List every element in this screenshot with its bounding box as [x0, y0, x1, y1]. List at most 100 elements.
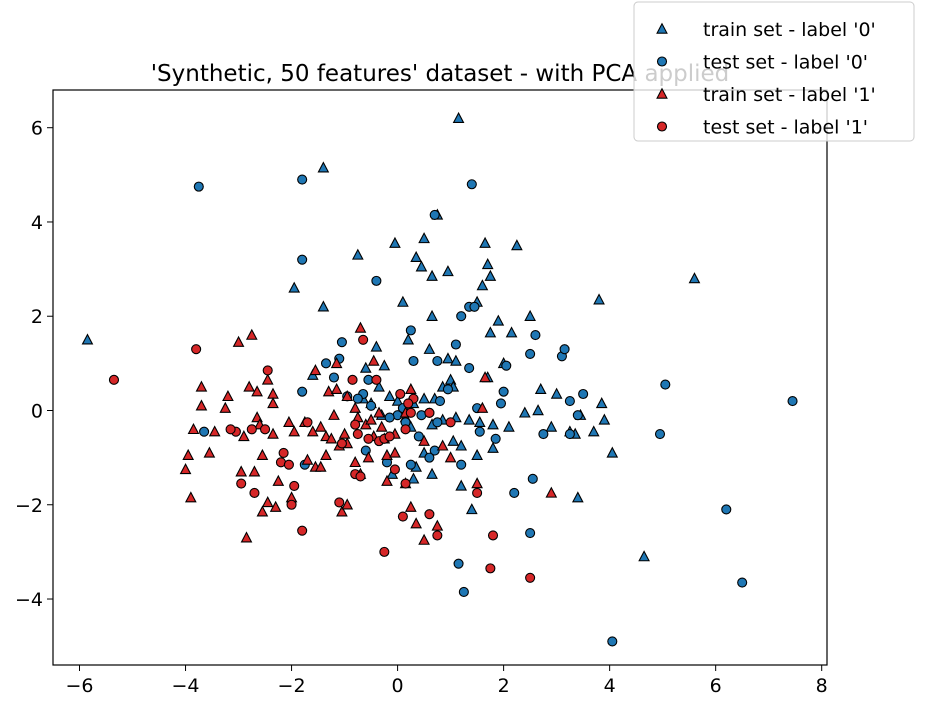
test-point [456, 459, 467, 470]
test-point [538, 429, 549, 440]
test-point [450, 339, 461, 350]
train-point [481, 258, 494, 270]
train-point [341, 389, 354, 402]
test-point [371, 275, 382, 286]
train-point [81, 333, 94, 345]
train-point [402, 333, 415, 345]
train-point [288, 425, 301, 437]
test-point [328, 372, 340, 383]
train-point [378, 359, 391, 371]
train-point [479, 371, 491, 383]
train-point [381, 474, 393, 486]
train-point [389, 446, 401, 458]
test-point [384, 412, 395, 423]
test-point [509, 487, 520, 499]
train-point [426, 309, 438, 321]
test-point [297, 254, 308, 265]
y-tick-label: 6 [31, 118, 43, 140]
test-point [297, 386, 308, 397]
train-point [503, 420, 515, 432]
train-point [688, 272, 701, 284]
test-point [289, 480, 300, 491]
train-point [389, 236, 401, 248]
data-points [81, 111, 798, 647]
train-point [471, 477, 483, 489]
train-point [261, 496, 274, 508]
legend-label: train set - label '0' [703, 19, 876, 41]
test-point [371, 374, 382, 385]
train-point [184, 491, 197, 503]
train-point [370, 340, 383, 352]
test-point [408, 355, 419, 367]
train-point [571, 491, 584, 503]
train-point [476, 279, 489, 291]
test-point [442, 384, 454, 395]
train-point [341, 498, 354, 510]
plot-area [52, 89, 828, 666]
test-point [352, 429, 363, 440]
test-point [501, 360, 512, 371]
test-point [384, 431, 395, 442]
train-point [179, 463, 192, 475]
test-point [525, 572, 536, 583]
train-point [338, 427, 351, 439]
train-point [404, 382, 417, 394]
train-point [415, 260, 428, 272]
test-point [283, 459, 294, 470]
legend: train set - label '0' test set - label '0… [633, 1, 915, 142]
test-point [429, 445, 440, 456]
train-point [532, 404, 544, 416]
train-point [301, 453, 314, 465]
train-point [487, 441, 499, 453]
train-point [375, 420, 388, 432]
train-point [362, 451, 375, 463]
train-point [534, 382, 547, 394]
train-point [349, 455, 362, 468]
train-point [248, 465, 261, 477]
train-point [593, 293, 605, 305]
test-point [405, 459, 416, 470]
test-point [397, 511, 408, 522]
test-point [286, 499, 297, 510]
y-tick-label: −2 [15, 495, 43, 517]
test-point [249, 487, 260, 499]
test-point [432, 417, 443, 428]
x-tick-label: 2 [498, 675, 510, 697]
test-point [487, 530, 499, 541]
x-tick-label: −2 [278, 675, 306, 697]
train-point [524, 309, 536, 321]
test-point [395, 388, 406, 400]
test-point [320, 358, 332, 369]
test-point [366, 400, 377, 411]
train-point [237, 430, 250, 442]
test-point [246, 424, 257, 435]
test-point [358, 334, 369, 345]
test-point [472, 487, 483, 499]
test-point [572, 410, 583, 421]
train-point [195, 399, 208, 411]
train-point [349, 401, 362, 413]
train-point [208, 425, 221, 437]
train-point [476, 401, 489, 413]
test-point [564, 396, 575, 407]
train-point [330, 382, 343, 394]
train-point [219, 401, 232, 413]
train-point [426, 269, 438, 281]
test-point [225, 424, 236, 435]
test-point [297, 525, 308, 536]
test-point [527, 473, 538, 484]
test-point [405, 325, 416, 336]
y-tick-label: −4 [15, 589, 43, 611]
train-point [232, 335, 245, 347]
x-tick-label: −6 [65, 675, 93, 697]
train-point [365, 413, 377, 425]
test-point [424, 452, 435, 463]
legend-marker [656, 56, 668, 67]
chart-title: 'Synthetic, 50 features' dataset - with … [151, 61, 730, 87]
test-point [191, 344, 202, 355]
test-point [498, 386, 509, 397]
train-point [407, 472, 420, 484]
test-point [721, 504, 732, 515]
test-point [297, 174, 308, 185]
test-point [350, 419, 361, 430]
